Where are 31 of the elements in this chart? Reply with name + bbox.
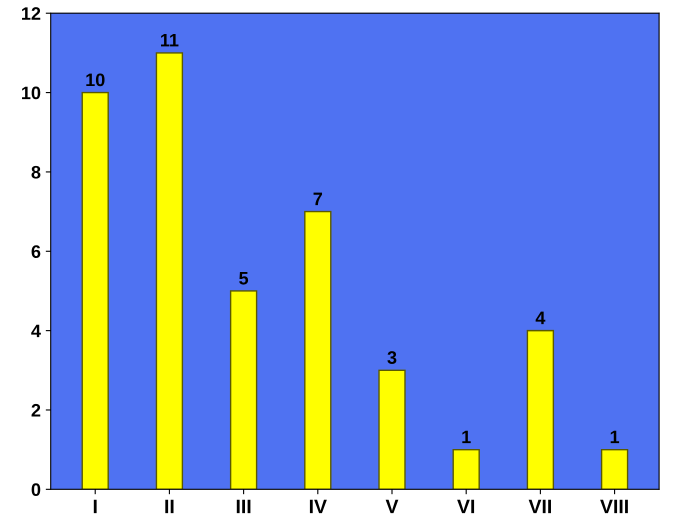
bar xyxy=(600,448,628,490)
y-tick-label: 12 xyxy=(22,7,40,20)
bar xyxy=(82,92,109,490)
y-tick-label: 8 xyxy=(32,166,40,179)
x-tick-label: IV xyxy=(310,500,327,514)
bar xyxy=(304,210,332,490)
y-tick-label: 0 xyxy=(32,483,40,496)
data-label: 3 xyxy=(387,351,396,364)
data-label: 10 xyxy=(86,73,105,86)
x-tick-label: VI xyxy=(457,500,474,514)
x-tick-label: II xyxy=(165,500,174,514)
bar xyxy=(378,370,406,490)
data-label: 1 xyxy=(610,430,620,444)
data-label: 1 xyxy=(462,430,471,444)
bar xyxy=(156,52,184,490)
y-tick-label: 10 xyxy=(22,86,40,100)
data-label: 4 xyxy=(536,312,546,324)
data-label: 7 xyxy=(314,192,322,206)
data-label: 5 xyxy=(239,272,248,285)
data-label: 11 xyxy=(161,34,178,46)
x-tick-label: VIII xyxy=(600,500,628,514)
x-tick-label: I xyxy=(94,500,97,514)
bar xyxy=(452,448,480,490)
x-tick-label: VII xyxy=(528,500,551,514)
x-tick-label: III xyxy=(236,500,250,514)
y-tick-label: 2 xyxy=(32,404,40,417)
bar xyxy=(526,330,554,490)
y-tick-label: 4 xyxy=(31,324,41,338)
bar xyxy=(230,290,258,490)
x-tick-label: V xyxy=(386,500,398,514)
y-tick-label: 6 xyxy=(32,245,40,258)
